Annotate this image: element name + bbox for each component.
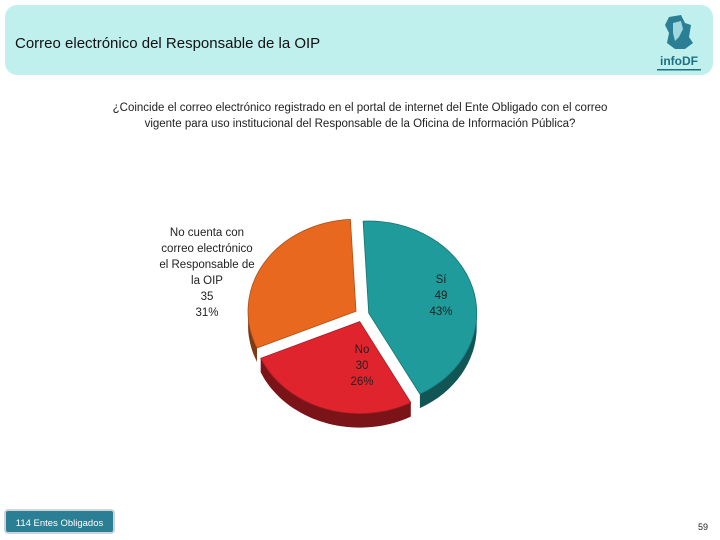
page-title: Correo electrónico del Responsable de la… bbox=[15, 35, 321, 52]
footer-note: 114 Entes Obligados bbox=[4, 509, 115, 534]
pie-label-1: No 30 26% bbox=[350, 344, 373, 388]
infodf-logo-icon: infoDF bbox=[657, 15, 701, 71]
pie-slice-side-2 bbox=[248, 309, 257, 362]
pie-slice-0 bbox=[362, 220, 478, 395]
infodf-logo: infoDF bbox=[651, 13, 707, 75]
pie-slice-1 bbox=[260, 321, 412, 414]
logo-text: infoDF bbox=[660, 54, 698, 68]
pie-label-0: Sí 49 43% bbox=[429, 274, 452, 318]
pie-slice-side-0 bbox=[419, 312, 477, 409]
page-number: 59 bbox=[697, 522, 708, 532]
pie-slice-side-1 bbox=[260, 358, 411, 428]
pie-slice-2 bbox=[247, 218, 357, 349]
pie-label-2: No cuenta con correo electrónico el Respon… bbox=[159, 227, 254, 319]
header-banner: Correo electrónico del Responsable de la… bbox=[5, 5, 713, 75]
chart-title: ¿Coincide el correo electrónico registra… bbox=[112, 102, 608, 130]
